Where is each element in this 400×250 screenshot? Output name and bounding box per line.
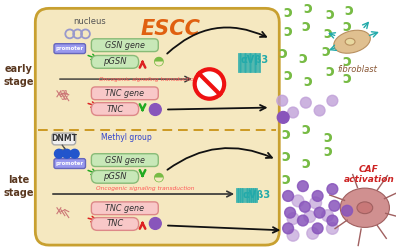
FancyBboxPatch shape bbox=[91, 202, 158, 215]
Text: TNC: TNC bbox=[106, 104, 124, 114]
Circle shape bbox=[70, 149, 79, 158]
Circle shape bbox=[298, 215, 308, 226]
Text: Oncogenic signaling transduction: Oncogenic signaling transduction bbox=[99, 76, 198, 82]
Circle shape bbox=[307, 228, 319, 239]
Text: TNC gene: TNC gene bbox=[105, 89, 144, 98]
FancyBboxPatch shape bbox=[91, 56, 138, 68]
Text: ꙮ: ꙮ bbox=[60, 90, 68, 100]
Circle shape bbox=[322, 210, 333, 222]
FancyBboxPatch shape bbox=[91, 39, 158, 52]
FancyBboxPatch shape bbox=[91, 103, 138, 116]
Circle shape bbox=[292, 195, 304, 207]
Circle shape bbox=[62, 149, 71, 158]
Text: ɔ: ɔ bbox=[303, 1, 312, 16]
Text: αVβ3: αVβ3 bbox=[241, 56, 269, 66]
Circle shape bbox=[285, 207, 296, 218]
Text: TNC: TNC bbox=[106, 220, 124, 228]
Text: ɔ: ɔ bbox=[282, 149, 291, 164]
Text: pGSN: pGSN bbox=[103, 172, 127, 181]
Text: GSN gene: GSN gene bbox=[105, 41, 145, 50]
Text: ɔ: ɔ bbox=[284, 5, 293, 20]
Text: ɔ: ɔ bbox=[284, 24, 293, 40]
Ellipse shape bbox=[340, 188, 390, 228]
FancyBboxPatch shape bbox=[91, 218, 138, 230]
Text: TNC gene: TNC gene bbox=[105, 204, 144, 213]
FancyBboxPatch shape bbox=[54, 44, 86, 54]
Circle shape bbox=[327, 184, 338, 194]
Circle shape bbox=[314, 105, 325, 116]
Text: αVβ3: αVβ3 bbox=[242, 190, 271, 200]
Text: ◑: ◑ bbox=[152, 55, 165, 66]
Circle shape bbox=[277, 112, 289, 123]
Text: late
stage: late stage bbox=[3, 174, 34, 198]
Text: ɔ: ɔ bbox=[301, 156, 310, 171]
Circle shape bbox=[327, 95, 338, 106]
Text: ɔ: ɔ bbox=[301, 18, 310, 34]
Circle shape bbox=[300, 97, 311, 108]
Text: ɔ: ɔ bbox=[284, 68, 293, 83]
Circle shape bbox=[300, 202, 310, 212]
Circle shape bbox=[283, 223, 294, 234]
Text: CAF
activation: CAF activation bbox=[344, 164, 394, 184]
Circle shape bbox=[327, 215, 338, 226]
Text: early
stage: early stage bbox=[3, 64, 34, 87]
Circle shape bbox=[298, 181, 308, 192]
FancyBboxPatch shape bbox=[52, 133, 76, 145]
Text: GSN gene: GSN gene bbox=[105, 156, 145, 164]
Ellipse shape bbox=[334, 30, 370, 53]
Text: pGSN: pGSN bbox=[103, 58, 127, 66]
Text: ɔ: ɔ bbox=[345, 3, 354, 18]
FancyBboxPatch shape bbox=[91, 154, 158, 166]
Text: ɔ: ɔ bbox=[301, 122, 310, 137]
Text: nucleus: nucleus bbox=[73, 17, 106, 26]
Circle shape bbox=[150, 104, 161, 116]
Circle shape bbox=[310, 197, 322, 209]
Text: ɔ: ɔ bbox=[279, 46, 288, 61]
Circle shape bbox=[150, 218, 161, 229]
Circle shape bbox=[329, 200, 340, 211]
Circle shape bbox=[326, 222, 338, 234]
Text: ɔ: ɔ bbox=[325, 64, 334, 79]
Text: ɔ: ɔ bbox=[343, 18, 352, 34]
Text: ɔ: ɔ bbox=[343, 54, 352, 69]
Text: ɔ: ɔ bbox=[298, 51, 307, 66]
Circle shape bbox=[283, 190, 294, 202]
Text: ɔ: ɔ bbox=[282, 126, 291, 142]
Text: ɔ: ɔ bbox=[321, 44, 330, 59]
FancyBboxPatch shape bbox=[91, 170, 138, 183]
Text: promoter: promoter bbox=[56, 161, 84, 166]
Ellipse shape bbox=[357, 202, 373, 214]
Circle shape bbox=[287, 213, 299, 224]
Circle shape bbox=[195, 69, 224, 99]
Text: Oncogenic signaling transduction: Oncogenic signaling transduction bbox=[96, 186, 195, 191]
Circle shape bbox=[314, 207, 325, 218]
Circle shape bbox=[312, 190, 323, 202]
Text: ɔ: ɔ bbox=[325, 7, 334, 22]
Text: ɔ: ɔ bbox=[343, 70, 352, 86]
Circle shape bbox=[304, 211, 316, 222]
Text: ɔ: ɔ bbox=[323, 26, 332, 42]
Text: ɔ: ɔ bbox=[303, 74, 312, 88]
Text: promoter: promoter bbox=[56, 46, 84, 51]
Circle shape bbox=[54, 149, 63, 158]
Text: ESCC: ESCC bbox=[140, 19, 200, 39]
Text: ◑: ◑ bbox=[152, 171, 165, 182]
Text: ɔ: ɔ bbox=[282, 172, 291, 187]
Circle shape bbox=[287, 229, 299, 241]
Circle shape bbox=[342, 205, 352, 216]
Text: Methyl group: Methyl group bbox=[101, 132, 152, 141]
Circle shape bbox=[288, 107, 298, 118]
FancyBboxPatch shape bbox=[35, 8, 279, 245]
Text: fibroblast: fibroblast bbox=[337, 65, 377, 74]
FancyBboxPatch shape bbox=[54, 159, 86, 168]
Circle shape bbox=[312, 223, 323, 234]
Circle shape bbox=[277, 95, 288, 106]
Text: ɔ: ɔ bbox=[323, 130, 332, 144]
FancyBboxPatch shape bbox=[91, 87, 158, 100]
Ellipse shape bbox=[345, 38, 355, 45]
Text: DNMT: DNMT bbox=[51, 134, 77, 143]
Text: ɔ: ɔ bbox=[323, 144, 332, 159]
